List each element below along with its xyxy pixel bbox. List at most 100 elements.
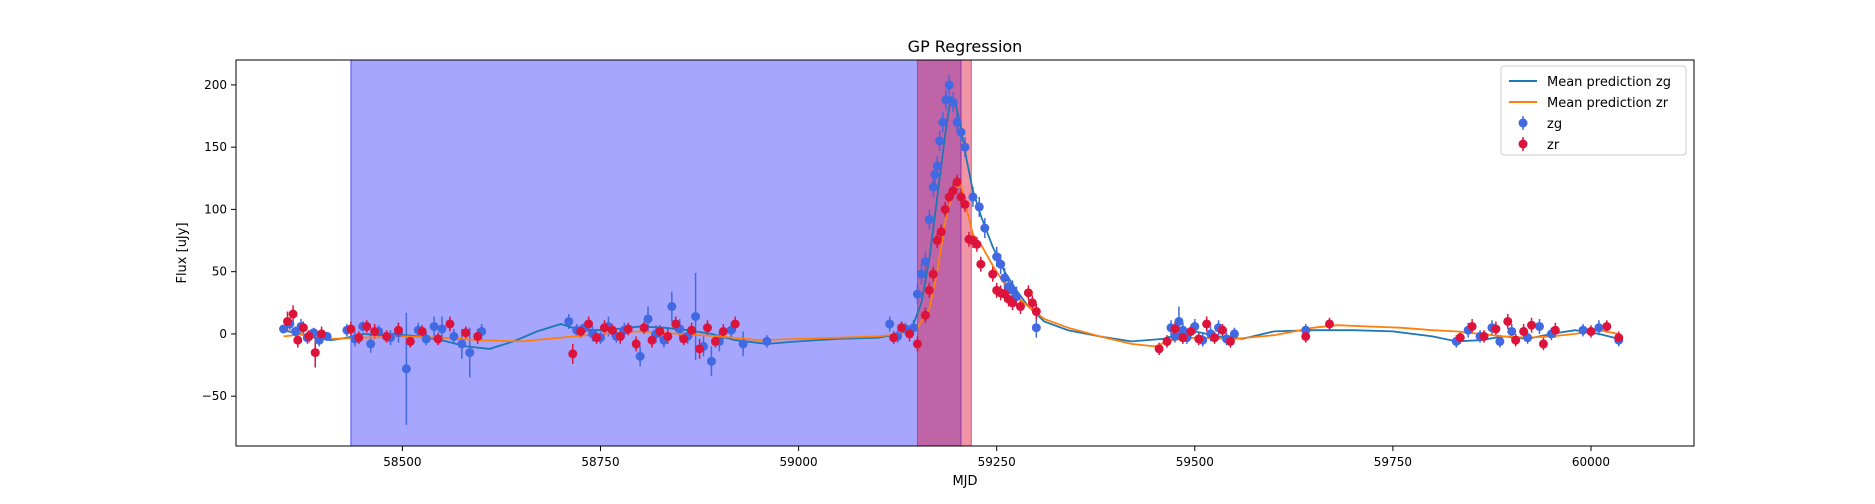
point-zr-83 [1479,331,1489,341]
point-zr-22 [592,333,602,343]
point-zg-86 [1301,325,1311,335]
point-zr-3 [298,323,308,333]
point-zg-92 [1507,326,1517,336]
point-zr-89 [1538,339,1548,349]
point-zr-90 [1550,325,1560,335]
legend-label: Mean prediction zg [1547,75,1671,90]
point-zg-44 [738,339,748,349]
point-zr-7 [346,324,356,334]
y-tick-label: 150 [204,140,227,154]
point-zg-19 [437,324,447,334]
point-zg-66 [974,202,984,212]
point-zr-77 [1218,325,1228,335]
point-zr-26 [623,324,633,334]
point-zr-71 [1170,324,1180,334]
point-zr-4 [304,331,314,341]
y-axis-ticks: −50 0 50 100 150 200 [202,78,236,403]
point-zr-2 [293,335,303,345]
point-zr-80 [1325,319,1334,329]
point-zg-55 [930,170,940,180]
point-zg-0 [279,324,289,334]
point-zr-23 [599,323,609,333]
point-zg-61 [948,97,958,107]
point-zr-88 [1527,320,1537,330]
point-zr-70 [1162,336,1172,346]
point-zr-69 [1154,344,1164,354]
point-zg-74 [1031,323,1041,333]
point-zg-96 [1578,325,1588,335]
point-zg-33 [643,314,653,324]
point-zr-31 [663,331,673,341]
point-zg-94 [1534,321,1544,331]
point-zr-48 [936,227,946,237]
x-tick-label: 59500 [1176,455,1214,469]
point-zr-87 [1519,326,1529,336]
point-zg-63 [956,127,966,137]
legend: Mean prediction zg Mean prediction zr zg zr [1500,65,1687,156]
point-zr-6 [317,329,327,339]
point-zr-16 [445,319,455,329]
point-zr-39 [730,319,740,329]
x-tick-label: 59250 [978,455,1016,469]
point-zr-41 [897,323,907,333]
point-zr-78 [1225,336,1235,346]
point-zr-25 [615,331,625,341]
point-zr-54 [960,199,970,209]
point-zr-20 [576,326,586,336]
point-zr-35 [695,344,705,354]
shaded-region-0 [350,59,962,447]
point-zr-82 [1467,321,1477,331]
point-zg-52 [920,257,930,267]
point-zr-15 [433,334,443,344]
point-zr-92 [1602,321,1612,331]
mean-line-zg [283,95,1619,350]
point-zr-21 [584,319,594,329]
point-zr-8 [354,333,364,343]
point-zg-56 [932,161,942,171]
point-zr-66 [1023,288,1033,298]
legend-swatch-marker [1518,118,1528,128]
point-zg-18 [429,321,439,331]
point-zg-68 [992,252,1002,262]
point-zr-45 [924,285,934,295]
point-zr-68 [1031,307,1041,317]
point-zg-76 [1170,331,1180,341]
x-axis-label: MJD [952,474,977,489]
point-zg-60 [944,80,954,90]
point-zr-53 [956,192,966,202]
legend-label: zr [1547,138,1560,153]
point-zr-37 [710,336,720,346]
point-zr-64 [1008,298,1018,308]
point-zg-45 [762,336,772,346]
point-zr-0 [283,316,293,326]
point-zg-41 [706,356,716,366]
point-zg-58 [938,117,948,127]
point-zg-91 [1495,336,1505,346]
point-zr-9 [362,321,372,331]
point-zr-28 [639,323,649,333]
point-zr-33 [679,334,689,344]
point-zr-81 [1455,333,1465,343]
point-zr-1 [288,309,298,319]
point-zg-51 [916,269,926,279]
point-zr-65 [1015,302,1025,312]
point-zr-11 [382,331,392,341]
x-tick-label: 58750 [581,455,619,469]
y-tick-label: 100 [204,202,227,216]
plot-frame [235,59,1695,447]
point-zr-18 [473,331,483,341]
point-zg-67 [980,223,990,233]
point-zg-53 [924,214,934,224]
point-zr-59 [988,269,998,279]
x-tick-label: 59000 [780,455,818,469]
point-zg-85 [1229,329,1239,339]
point-zg-78 [1178,325,1188,335]
point-zg-50 [912,289,922,299]
point-zr-84 [1491,324,1501,334]
point-zr-73 [1186,326,1196,336]
point-zr-13 [405,336,415,346]
data-points [279,80,1624,374]
point-zg-57 [935,136,945,146]
